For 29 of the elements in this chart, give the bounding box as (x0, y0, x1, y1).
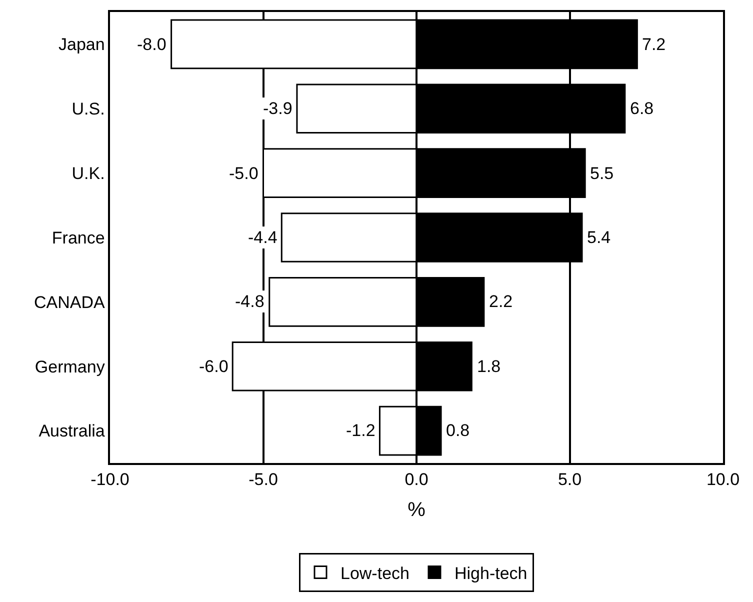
y-tick-label: Japan (58, 35, 105, 54)
data-label: -3.9 (263, 99, 292, 118)
x-axis-title: % (408, 499, 426, 522)
y-tick-label: France (52, 228, 105, 248)
x-tick-label: 0.0 (404, 470, 428, 490)
data-label: 2.2 (489, 292, 513, 311)
data-label: -5.0 (229, 164, 258, 183)
data-label: 1.8 (477, 357, 501, 376)
y-tick-label: U.S. (72, 100, 105, 119)
data-label: 0.8 (446, 421, 470, 440)
data-label: 5.5 (590, 164, 614, 183)
legend-label: High-tech (454, 564, 528, 583)
x-tick-label: -10.0 (90, 470, 130, 490)
data-label: 6.8 (630, 99, 654, 118)
data-label: -1.2 (346, 421, 376, 440)
x-tick-label: 10.0 (706, 470, 740, 490)
data-label: 7.2 (642, 35, 666, 54)
y-tick-label: Germany (34, 357, 106, 376)
y-tick-label: Australia (38, 422, 106, 441)
y-tick-label: U.K. (72, 164, 105, 184)
data-label: 5.4 (587, 228, 611, 247)
y-tick-label: CANADA (34, 292, 106, 312)
data-label: -6.0 (199, 357, 228, 376)
data-label: -4.8 (235, 292, 264, 311)
data-label: -8.0 (137, 35, 166, 54)
x-tick-label: -5.0 (248, 470, 278, 490)
data-label: -4.4 (248, 228, 278, 247)
legend-label: Low-tech (340, 564, 410, 583)
x-tick-label: 5.0 (558, 470, 582, 490)
